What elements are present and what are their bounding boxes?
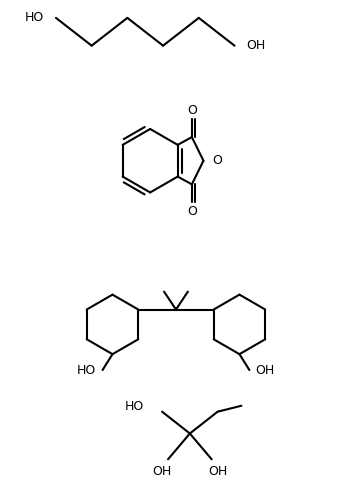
Text: OH: OH: [247, 39, 266, 52]
Text: HO: HO: [77, 364, 96, 376]
Text: O: O: [187, 104, 197, 117]
Text: O: O: [213, 154, 222, 167]
Text: OH: OH: [152, 464, 172, 477]
Text: HO: HO: [24, 12, 44, 24]
Text: O: O: [187, 204, 197, 218]
Text: OH: OH: [208, 464, 227, 477]
Text: OH: OH: [256, 364, 275, 376]
Text: HO: HO: [125, 400, 144, 413]
